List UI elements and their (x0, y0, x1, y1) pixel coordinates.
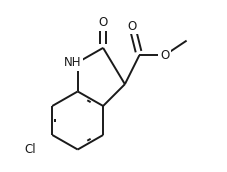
Text: Cl: Cl (25, 143, 36, 156)
Text: O: O (98, 16, 107, 29)
Text: O: O (127, 20, 136, 33)
Text: O: O (160, 49, 169, 62)
Text: NH: NH (63, 56, 81, 69)
